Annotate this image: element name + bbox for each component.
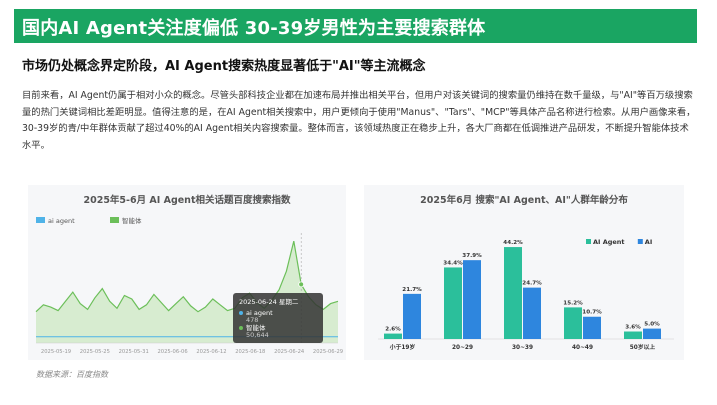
bar: [643, 328, 661, 339]
legend-label: 智能体: [122, 216, 142, 225]
tooltip-series-value: 50,644: [246, 331, 269, 339]
x-tick-label: 40~49: [572, 345, 593, 351]
title-bar: 国内AI Agent关注度偏低 30-39岁男性为主要搜索群体: [14, 9, 697, 43]
age-distribution-chart: 2025年6月 搜索"AI Agent、AI"人群年龄分布 AI Agent AI…: [378, 194, 674, 351]
x-tick-label: 20~29: [452, 345, 473, 351]
bar-value-label: 37.9%: [462, 253, 482, 259]
bar-value-label: 21.7%: [402, 287, 422, 293]
x-tick-label: 2025-06-18: [235, 349, 265, 355]
bar: [564, 307, 582, 339]
right-chart-title: 2025年6月 搜索"AI Agent、AI"人群年龄分布: [420, 194, 628, 206]
x-tick-label: 2025-05-19: [41, 349, 71, 355]
bar-value-label: 10.7%: [582, 310, 602, 316]
left-chart-legend: ai agent 智能体: [36, 216, 142, 225]
x-tick-label: 30~39: [512, 345, 533, 351]
bar-value-label: 44.2%: [503, 240, 523, 246]
left-chart-x-axis: 2025-05-19 2025-05-25 2025-05-31 2025-06-06…: [41, 349, 343, 355]
data-source: 数据来源：百度指数: [36, 370, 108, 379]
x-tick-label: 2025-06-06: [157, 349, 187, 355]
legend-swatch: [586, 239, 591, 244]
page-title: 国内AI Agent关注度偏低 30-39岁男性为主要搜索群体: [22, 18, 486, 39]
legend-swatch: [110, 217, 119, 223]
bar-value-label: 15.2%: [563, 300, 583, 306]
tooltip-series-name: 智能体: [246, 323, 266, 332]
x-tick-label: 2025-06-24: [274, 349, 305, 355]
bar: [504, 247, 522, 339]
x-tick-label: 50岁以上: [630, 343, 656, 351]
legend-label: AI: [645, 238, 652, 246]
bar-value-label: 24.7%: [522, 281, 542, 287]
body-paragraph: 目前来看，AI Agent仍属于相对小众的概念。尽管头部科技企业都在加速布局并推…: [22, 90, 696, 151]
bar: [384, 333, 402, 339]
legend-swatch: [637, 239, 643, 244]
right-chart-legend: AI Agent AI: [586, 238, 652, 246]
right-chart-panel: 2025年6月 搜索"AI Agent、AI"人群年龄分布 AI Agent AI…: [364, 185, 684, 360]
x-tick-label: 2025-06-12: [196, 349, 226, 355]
tooltip-marker: [239, 326, 243, 330]
zhinengti-line: [35, 240, 339, 313]
tooltip-date: 2025-06-24 星期二: [239, 298, 299, 306]
legend-swatch: [36, 217, 45, 223]
bar: [463, 260, 481, 339]
bar-value-label: 5.0%: [644, 322, 660, 328]
bar: [444, 267, 462, 339]
tooltip-box: [233, 293, 323, 343]
bar: [403, 293, 421, 339]
hover-point: [298, 281, 305, 288]
bar: [624, 331, 642, 339]
legend-label: AI Agent: [593, 238, 625, 246]
x-tick-label: 2025-06-29: [313, 349, 343, 355]
x-tick-label: 小于19岁: [389, 343, 416, 351]
right-chart-bars: 2.6% 21.7% 34.4%37.9% 44.2% 24.7% 15.2% 10.7% 3…: [378, 240, 674, 340]
search-index-chart: 2025年5-6月 AI Agent相关话题百度搜索指数 ai agent 智能体…: [35, 194, 343, 355]
right-chart-x-axis: 小于19岁 20~29 30~39 40~49 50岁以上: [389, 343, 656, 351]
x-tick-label: 2025-05-25: [80, 349, 110, 355]
bar: [583, 316, 601, 339]
bar: [523, 287, 541, 339]
page-subtitle: 市场仍处概念界定阶段，AI Agent搜索热度显著低于"AI"等主流概念: [22, 59, 426, 74]
tooltip-series-value: 478: [246, 316, 258, 324]
legend-label: ai agent: [48, 217, 75, 225]
left-chart-title: 2025年5-6月 AI Agent相关话题百度搜索指数: [83, 194, 291, 206]
bar-value-label: 3.6%: [625, 325, 641, 331]
left-chart-panel: 2025年5-6月 AI Agent相关话题百度搜索指数 ai agent 智能体…: [28, 185, 346, 360]
bar-value-label: 2.6%: [385, 327, 401, 333]
x-tick-label: 2025-05-31: [119, 349, 149, 355]
tooltip-series-name: ai agent: [246, 309, 273, 317]
tooltip-marker: [239, 311, 243, 315]
bar-value-label: 34.4%: [443, 260, 463, 266]
